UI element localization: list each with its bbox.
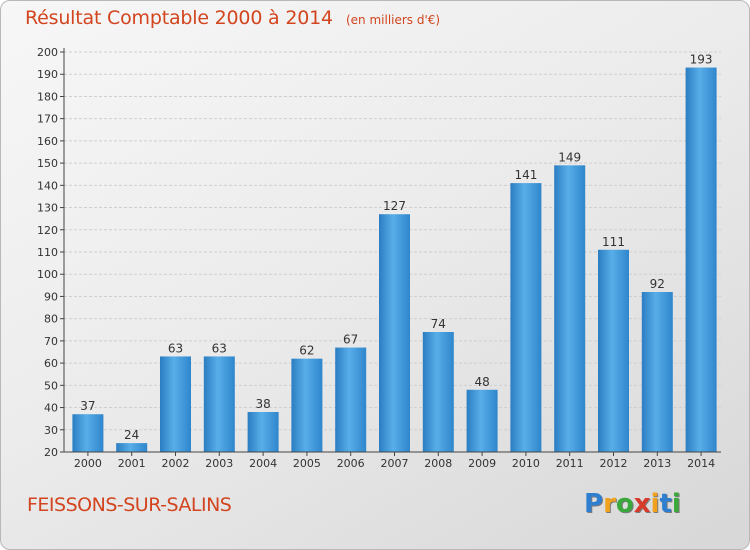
x-tick-label: 2004 <box>249 457 277 470</box>
bar-2011 <box>554 165 586 453</box>
y-tick-label: 190 <box>37 68 58 81</box>
x-tick-label: 2005 <box>293 457 321 470</box>
data-label: 127 <box>383 199 406 213</box>
data-label: 38 <box>255 397 270 411</box>
bar-2014 <box>685 67 717 453</box>
logo-letter: x <box>633 489 651 519</box>
y-tick-label: 150 <box>37 157 58 170</box>
y-tick-label: 20 <box>44 446 58 459</box>
x-tick-label: 2014 <box>687 457 715 470</box>
x-tick-label: 2003 <box>205 457 233 470</box>
x-tick-label: 2001 <box>118 457 146 470</box>
bar-2013 <box>641 292 673 452</box>
y-tick-label: 50 <box>44 379 58 392</box>
bar-2008 <box>422 332 454 452</box>
bar-2004 <box>247 412 279 452</box>
data-label: 149 <box>558 150 581 164</box>
data-label: 48 <box>474 375 489 389</box>
bar-2001 <box>116 443 148 452</box>
data-label: 62 <box>299 344 314 358</box>
y-tick-label: 40 <box>44 402 58 415</box>
logo-letter: i <box>671 489 681 519</box>
bar-layer: 37 24 63 63 38 62 67 127 74 48 141 149 111 92 193 <box>72 53 717 453</box>
y-tick-label: 120 <box>37 224 58 237</box>
y-tick-label: 140 <box>37 179 58 192</box>
x-tick-label: 2008 <box>424 457 452 470</box>
data-label: 92 <box>650 277 665 291</box>
bar-2012 <box>598 249 629 452</box>
y-tick-label: 100 <box>37 268 58 281</box>
bar-2005 <box>291 358 323 452</box>
logo-letter: t <box>659 489 672 519</box>
bar-2003 <box>203 356 235 452</box>
y-tick-label: 110 <box>37 246 58 259</box>
data-label: 24 <box>124 428 139 442</box>
x-tick-label: 2000 <box>74 457 102 470</box>
y-tick-label: 200 <box>37 46 58 59</box>
commune-name: FEISSONS-SUR-SALINS <box>27 494 232 516</box>
x-tick-label: 2011 <box>556 457 584 470</box>
data-label: 67 <box>343 333 358 347</box>
y-tick-label: 90 <box>44 290 58 303</box>
data-label: 141 <box>514 168 537 182</box>
proxiti-logo: Proxiti <box>584 489 681 519</box>
x-tick-label: 2009 <box>468 457 496 470</box>
bar-2000 <box>72 414 104 452</box>
y-tick-label: 130 <box>37 202 58 215</box>
data-label: 111 <box>602 235 625 249</box>
data-label: 63 <box>168 341 183 355</box>
x-tick-label: 2007 <box>381 457 409 470</box>
axis-layer: 20 30 40 50 60 70 80 90 100 110 120 130 140 150 160 170… <box>37 46 721 470</box>
bar-2006 <box>335 347 367 452</box>
y-tick-label: 170 <box>37 113 58 126</box>
data-label: 37 <box>80 399 95 413</box>
y-tick-label: 180 <box>37 90 58 103</box>
x-tick-label: 2002 <box>162 457 190 470</box>
title-block: Résultat Comptable 2000 à 2014 (en milli… <box>25 7 440 29</box>
y-tick-label: 80 <box>44 313 58 326</box>
y-tick-label: 70 <box>44 335 58 348</box>
x-tick-label: 2010 <box>512 457 540 470</box>
logo-letter: r <box>603 489 616 519</box>
data-label: 63 <box>212 341 227 355</box>
x-tick-label: 2013 <box>643 457 671 470</box>
chart-title: Résultat Comptable 2000 à 2014 <box>25 7 333 29</box>
bar-2007 <box>379 214 410 452</box>
chart-unit-label: (en milliers d'€) <box>345 13 441 27</box>
y-tick-label: 60 <box>44 357 58 370</box>
logo-letter: o <box>615 489 634 519</box>
x-tick-label: 2012 <box>600 457 628 470</box>
logo-letter: P <box>584 489 604 519</box>
data-label: 193 <box>690 53 713 67</box>
data-label: 74 <box>431 317 446 331</box>
x-tick-label: 2006 <box>337 457 365 470</box>
y-tick-label: 160 <box>37 135 58 148</box>
bar-2009 <box>466 389 498 452</box>
logo-letter: i <box>650 489 660 519</box>
bar-2010 <box>510 183 542 452</box>
y-tick-label: 30 <box>44 424 58 437</box>
bar-2002 <box>160 356 191 452</box>
